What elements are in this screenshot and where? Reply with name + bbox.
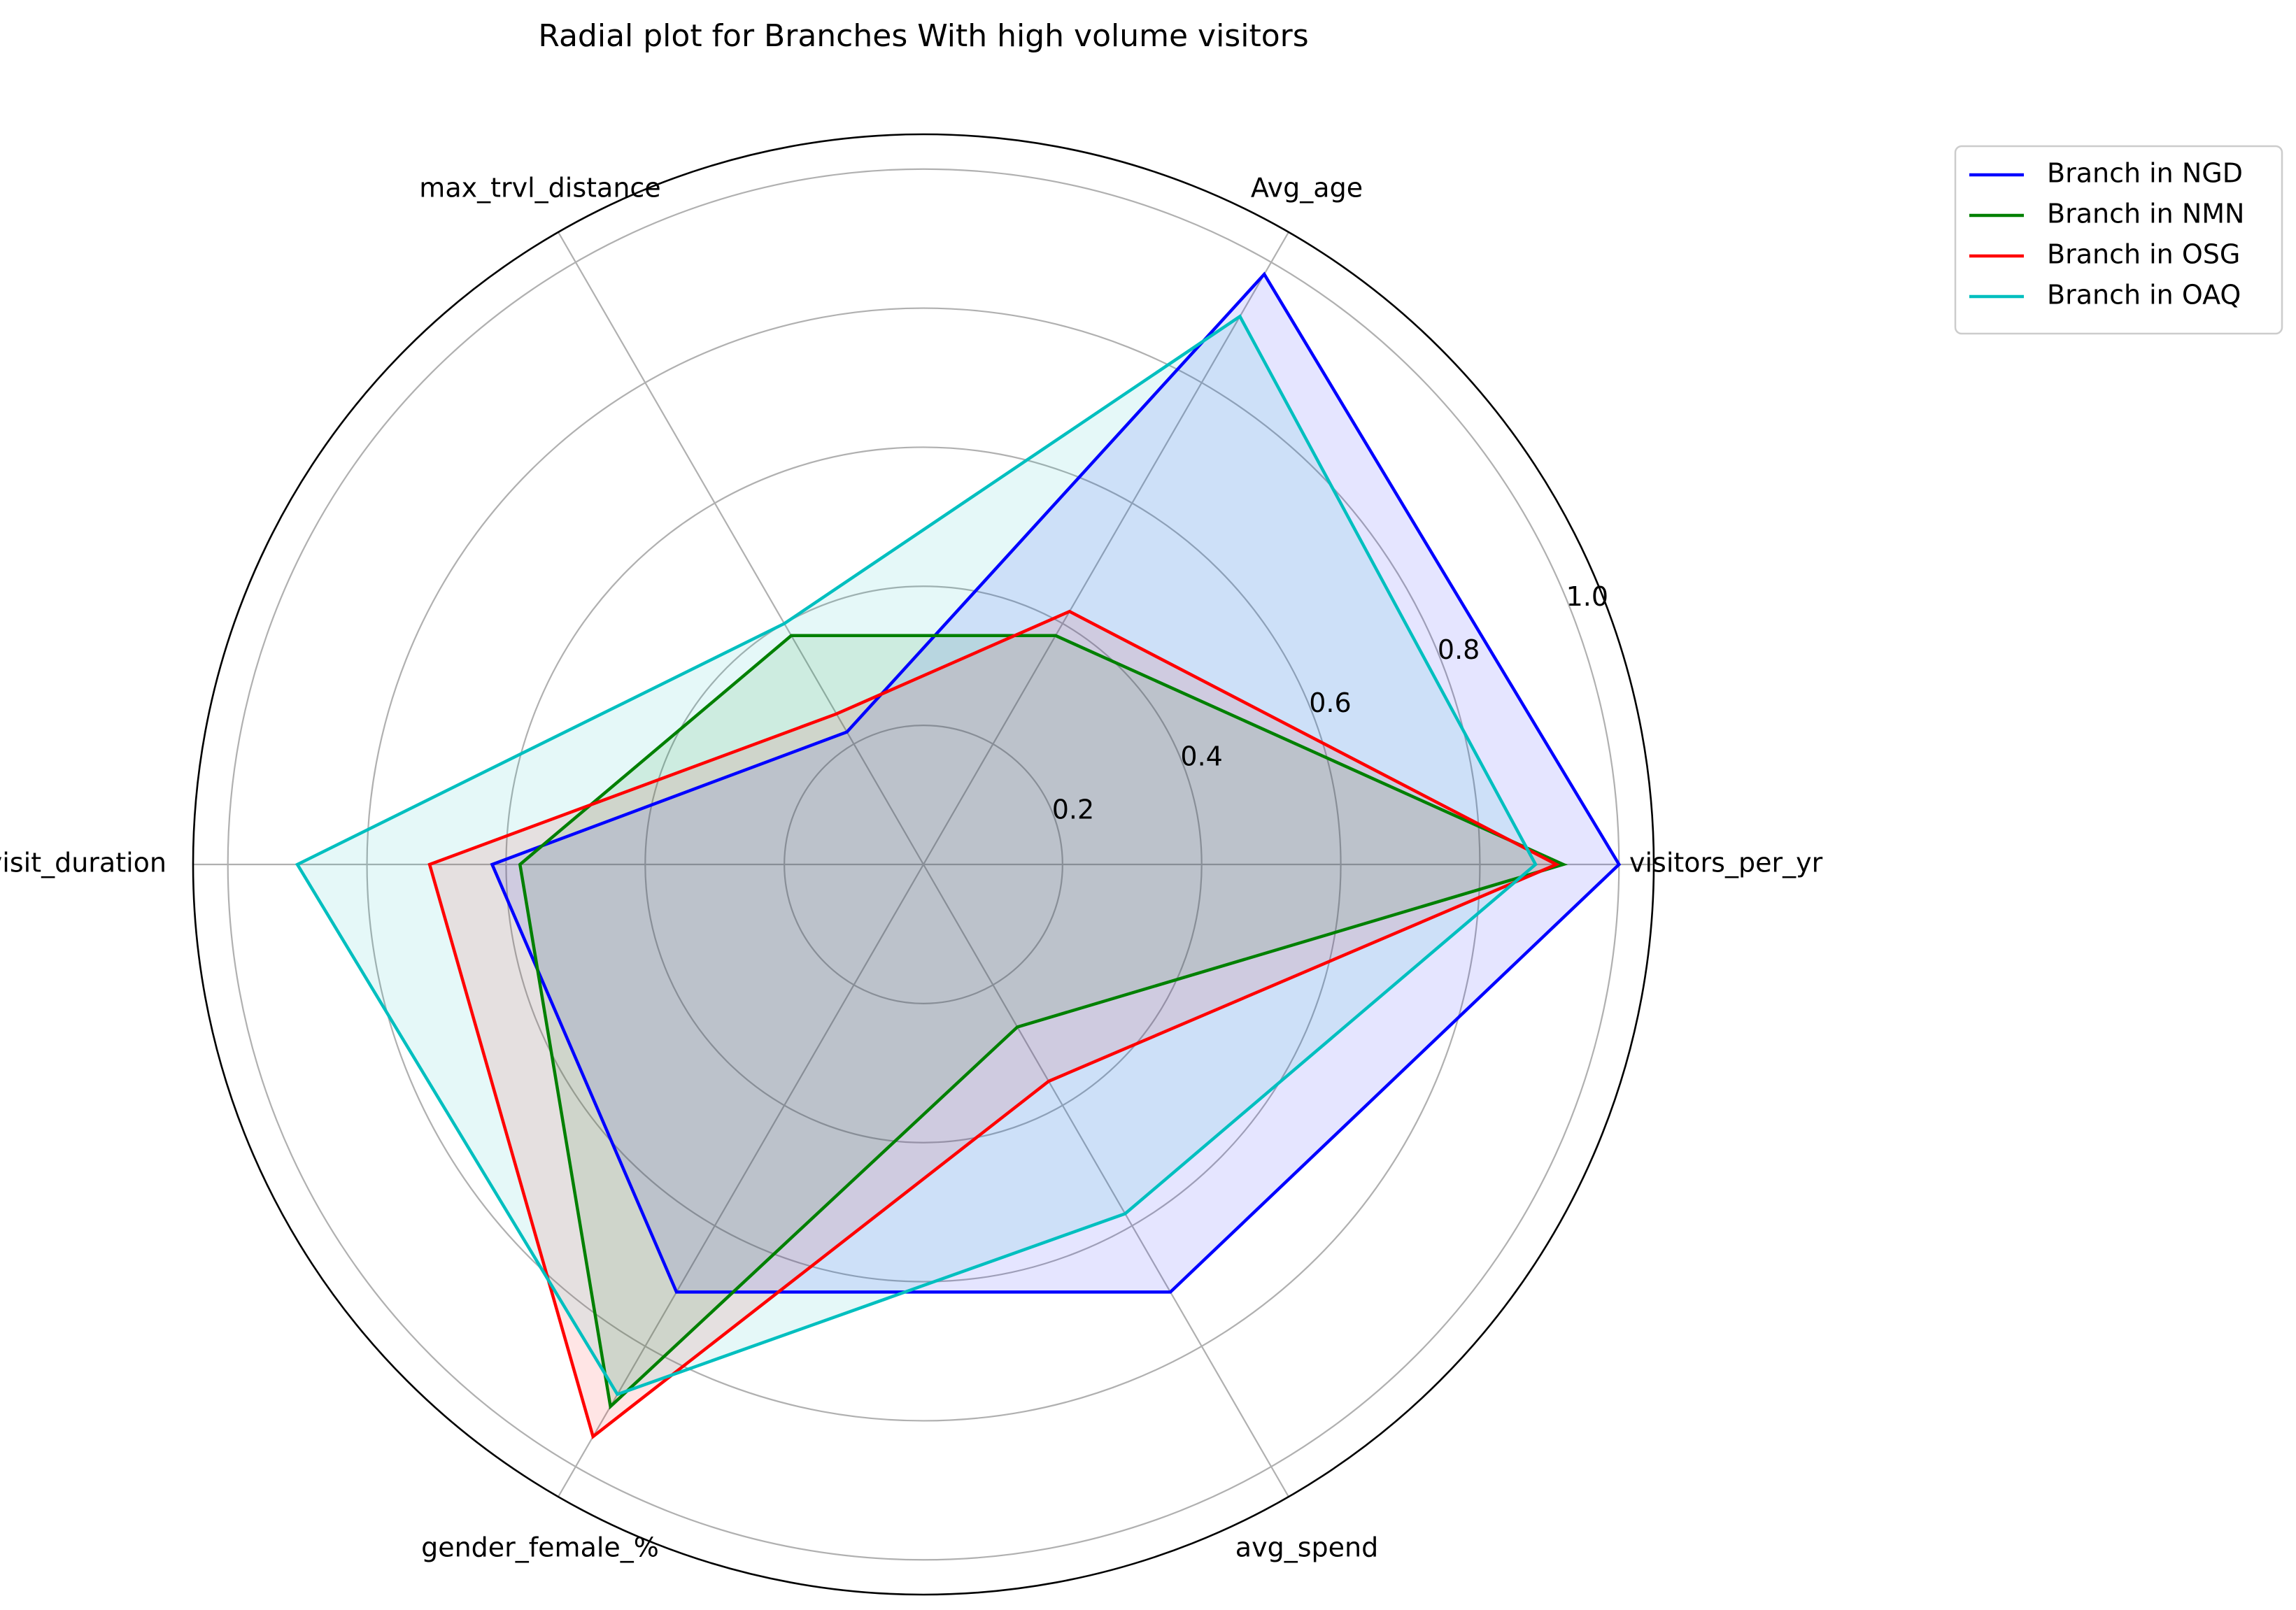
legend-label: Branch in NMN	[2047, 199, 2244, 229]
legend-label: Branch in OAQ	[2047, 280, 2241, 311]
legend: Branch in NGD Branch in NMN Branch in OSG B…	[1954, 145, 2283, 335]
series-line	[518, 634, 1568, 1410]
r-tick-label: 0.8	[1438, 634, 1480, 665]
radar-labels: 0.2 0.4 0.6 0.8 1.0 visitors_per_yr Avg_age max…	[0, 172, 1823, 1562]
outer-frame	[192, 133, 1655, 1596]
series-lines	[295, 271, 1622, 1439]
axis-label: gender_female_%	[421, 1532, 659, 1563]
series-fill	[297, 316, 1536, 1395]
r-tick-label: 0.2	[1052, 794, 1094, 825]
series-fills	[297, 274, 1620, 1437]
axis-label: avg_spend	[1235, 1532, 1378, 1563]
grid-spoke	[558, 231, 924, 865]
series-fill	[430, 611, 1557, 1437]
chart-title: Radial plot for Branches With high volum…	[538, 18, 1308, 54]
axis-label: avg_visit_duration	[0, 848, 166, 878]
series-line	[295, 314, 1538, 1397]
grid-spoke	[923, 864, 1289, 1497]
series-line	[490, 271, 1622, 1294]
r-tick-label: 0.6	[1309, 688, 1351, 718]
legend-frame	[1954, 145, 2283, 335]
axis-label: Avg_age	[1251, 172, 1363, 203]
series-fill	[492, 274, 1620, 1292]
radar-frame	[192, 133, 1655, 1596]
r-tick-label: 0.4	[1180, 741, 1222, 771]
r-tick-label: 1.0	[1566, 581, 1608, 612]
grid-spoke	[558, 864, 924, 1497]
legend-label: Branch in NGD	[2047, 158, 2243, 189]
grid-spoke	[923, 231, 1289, 865]
legend-label: Branch in OSG	[2047, 239, 2240, 270]
axis-label: max_trvl_distance	[419, 172, 660, 203]
axis-label: visitors_per_yr	[1629, 848, 1823, 878]
series-line	[427, 609, 1561, 1439]
series-fill	[520, 635, 1564, 1406]
radar-grid	[193, 168, 1654, 1561]
